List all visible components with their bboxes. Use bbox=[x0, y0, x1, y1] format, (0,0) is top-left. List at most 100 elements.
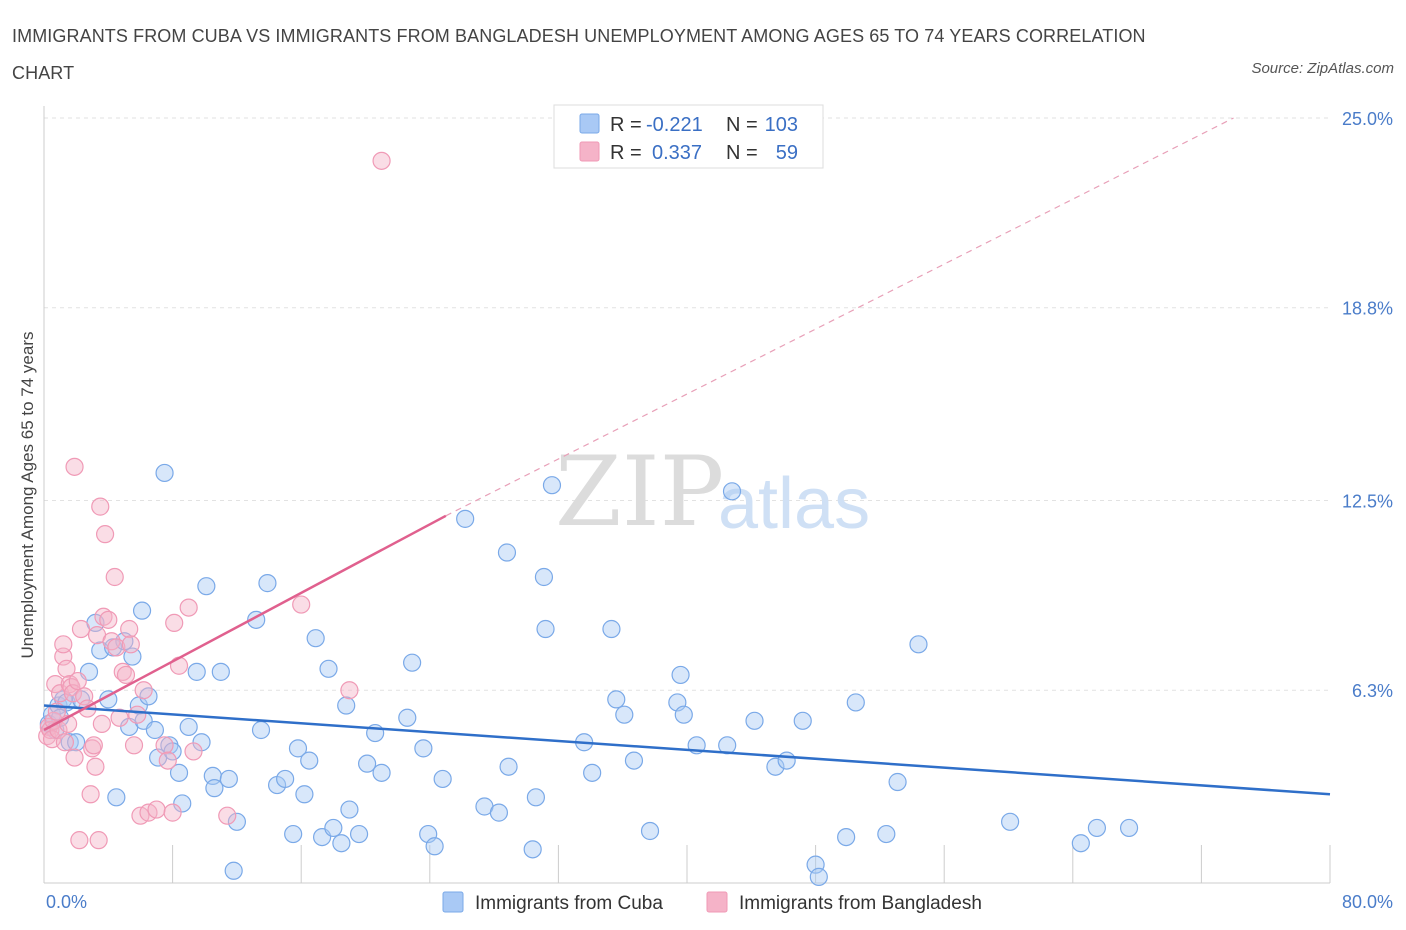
cuba-point-54 bbox=[337, 696, 356, 715]
y-tick-label-2: 18.8% bbox=[1342, 299, 1393, 319]
bangladesh-point-48 bbox=[147, 800, 166, 819]
cuba-point-49 bbox=[306, 629, 325, 648]
legend-swatch-bangladesh bbox=[579, 141, 600, 162]
bangladesh-point-25 bbox=[83, 739, 102, 758]
cuba-point-31 bbox=[187, 662, 206, 681]
cuba-point-74 bbox=[536, 619, 555, 639]
bottom-legend-swatch-cuba bbox=[442, 891, 464, 913]
cuba-point-72 bbox=[526, 788, 545, 807]
cuba-point-45 bbox=[284, 824, 303, 844]
cuba-point-60 bbox=[398, 708, 417, 727]
cuba-point-77 bbox=[583, 763, 602, 782]
cuba-point-25 bbox=[155, 463, 174, 483]
bangladesh-point-12 bbox=[57, 659, 76, 678]
cuba-point-46 bbox=[288, 739, 308, 758]
cuba-point-28 bbox=[169, 763, 189, 782]
series-bangladesh bbox=[38, 151, 391, 850]
cuba-point-66 bbox=[456, 509, 475, 528]
watermark: ZIP atlas bbox=[555, 436, 870, 548]
bangladesh-point-18 bbox=[65, 748, 84, 767]
cuba-point-61 bbox=[403, 653, 422, 672]
bangladesh-point-58 bbox=[340, 681, 359, 700]
cuba-point-97 bbox=[877, 824, 896, 844]
chart-title: IMMIGRANTS FROM CUBA VS IMMIGRANTS FROM … bbox=[12, 26, 1146, 83]
cuba-point-73 bbox=[534, 567, 554, 587]
cuba-point-81 bbox=[624, 751, 644, 770]
cuba-point-38 bbox=[224, 861, 243, 880]
bangladesh-point-43 bbox=[124, 736, 144, 755]
cuba-point-91 bbox=[777, 751, 796, 770]
cuba-point-33 bbox=[197, 577, 216, 596]
cuba-point-68 bbox=[489, 803, 509, 822]
cuba-point-88 bbox=[722, 482, 742, 501]
cuba-point-35 bbox=[205, 779, 224, 798]
bangladesh-point-55 bbox=[184, 742, 203, 761]
legend-r-value-cuba: -0.221 bbox=[646, 114, 703, 136]
x-tick-labels: 0.0% 80.0% bbox=[46, 892, 1393, 912]
cuba-point-56 bbox=[349, 824, 369, 844]
bangladesh-point-40 bbox=[116, 665, 136, 685]
cuba-point-103 bbox=[1119, 818, 1139, 838]
bangladesh-point-35 bbox=[102, 632, 121, 651]
bangladesh-point-57 bbox=[292, 595, 311, 614]
cuba-point-59 bbox=[372, 763, 391, 782]
cuba-point-94 bbox=[809, 867, 828, 886]
legend-r-value-bangladesh: 0.337 bbox=[652, 142, 702, 164]
legend-n-value-cuba: 103 bbox=[765, 114, 798, 136]
bangladesh-point-36 bbox=[105, 567, 124, 587]
bangladesh-point-56 bbox=[218, 806, 237, 825]
y-tick-label-1: 12.5% bbox=[1342, 492, 1393, 512]
bangladesh-point-44 bbox=[128, 705, 147, 724]
bangladesh-point-52 bbox=[165, 613, 184, 633]
trend-line-bangladesh bbox=[43, 514, 447, 732]
cuba-point-30 bbox=[179, 717, 198, 737]
cuba-point-95 bbox=[837, 827, 856, 847]
cuba-point-42 bbox=[258, 574, 277, 593]
cuba-point-41 bbox=[251, 720, 271, 740]
bangladesh-point-26 bbox=[84, 736, 103, 755]
trend-line-cuba bbox=[43, 704, 1331, 796]
cuba-point-101 bbox=[1071, 834, 1090, 853]
cuba-point-70 bbox=[499, 757, 518, 776]
bangladesh-point-8 bbox=[50, 684, 70, 703]
bangladesh-point-30 bbox=[91, 497, 110, 516]
cuba-point-89 bbox=[745, 711, 764, 730]
cuba-point-47 bbox=[295, 785, 314, 804]
cuba-point-51 bbox=[319, 659, 338, 678]
legend-n-value-bangladesh: 59 bbox=[776, 142, 798, 164]
cuba-point-64 bbox=[425, 837, 444, 856]
trend-line-bangladesh-extension bbox=[445, 117, 1234, 517]
x-tick-label-1: 80.0% bbox=[1342, 892, 1393, 912]
bangladesh-point-42 bbox=[121, 635, 140, 654]
bangladesh-point-54 bbox=[179, 598, 198, 617]
bangladesh-point-38 bbox=[110, 708, 129, 727]
y-tick-labels: 6.3% 12.5% 18.8% 25.0% bbox=[1342, 109, 1393, 701]
correlation-legend: R = -0.221 N = 103 R = 0.337 N = 59 bbox=[553, 104, 824, 169]
bangladesh-point-21 bbox=[71, 619, 91, 639]
cuba-point-55 bbox=[340, 800, 359, 819]
cuba-point-29 bbox=[173, 794, 192, 813]
bangladesh-point-19 bbox=[68, 671, 87, 691]
cuba-point-65 bbox=[433, 769, 452, 789]
cuba-point-98 bbox=[888, 772, 907, 792]
bangladesh-point-50 bbox=[158, 751, 177, 770]
cuba-point-99 bbox=[909, 635, 928, 654]
bottom-legend-label-bangladesh: Immigrants from Bangladesh bbox=[739, 893, 982, 914]
bangladesh-point-37 bbox=[107, 638, 126, 657]
bangladesh-point-10 bbox=[54, 635, 73, 654]
bangladesh-point-33 bbox=[95, 525, 115, 544]
bottom-legend-swatch-bangladesh bbox=[706, 891, 728, 913]
cuba-point-48 bbox=[300, 751, 319, 770]
cuba-point-82 bbox=[640, 821, 660, 841]
cuba-point-52 bbox=[324, 818, 343, 838]
bangladesh-point-49 bbox=[155, 736, 174, 755]
watermark-atlas: atlas bbox=[718, 464, 870, 544]
cuba-point-79 bbox=[607, 690, 626, 709]
axes bbox=[43, 106, 1331, 884]
bangladesh-point-31 bbox=[92, 714, 111, 733]
grid-lines bbox=[44, 117, 1330, 691]
cuba-point-96 bbox=[846, 693, 865, 712]
cuba-point-15 bbox=[107, 788, 126, 807]
cuba-point-69 bbox=[497, 543, 517, 562]
